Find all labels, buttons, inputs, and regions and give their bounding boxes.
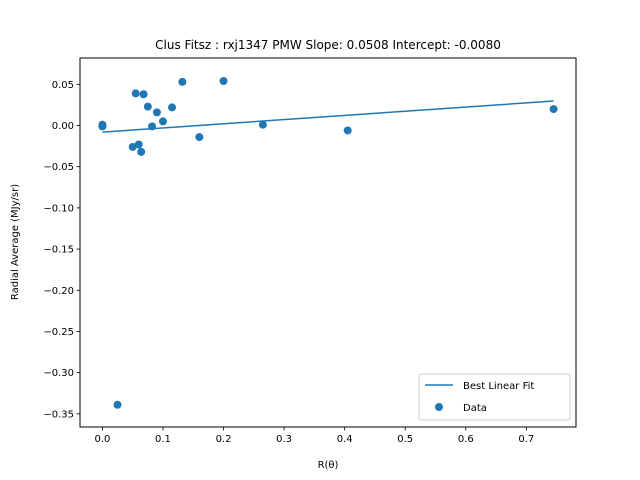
legend-scatter-swatch bbox=[435, 403, 443, 411]
data-point bbox=[168, 103, 177, 112]
data-point bbox=[143, 102, 152, 111]
data-point bbox=[139, 90, 148, 99]
y-tick-label: −0.30 bbox=[43, 368, 74, 379]
data-point bbox=[258, 120, 267, 129]
x-tick-label: 0.1 bbox=[155, 434, 171, 445]
data-point bbox=[158, 117, 167, 126]
chart-title: Clus Fitsz : rxj1347 PMW Slope: 0.0508 I… bbox=[155, 38, 501, 52]
y-tick-label: −0.10 bbox=[43, 203, 74, 214]
data-point bbox=[195, 133, 204, 142]
y-tick-label: −0.35 bbox=[43, 409, 74, 420]
x-tick-label: 0.5 bbox=[397, 434, 413, 445]
x-axis-ticks: 0.0 0.1 0.2 0.3 0.4 0.5 0.6 0.7 bbox=[94, 427, 534, 445]
y-axis-ticks: 0.05 0.00 −0.05 −0.10 −0.15 −0.20 −0.25 −0.30 −0… bbox=[43, 80, 80, 420]
data-point bbox=[219, 77, 228, 86]
y-tick-label: 0.00 bbox=[52, 121, 74, 132]
x-tick-label: 0.7 bbox=[518, 434, 534, 445]
data-point bbox=[343, 126, 352, 135]
y-tick-label: −0.20 bbox=[43, 286, 74, 297]
y-axis-title: Radial Average (MJy/sr) bbox=[10, 184, 21, 300]
data-points-layer bbox=[98, 77, 558, 409]
x-tick-label: 0.3 bbox=[276, 434, 292, 445]
legend-label-data: Data bbox=[463, 403, 487, 414]
y-tick-label: −0.15 bbox=[43, 245, 74, 256]
data-point bbox=[152, 108, 161, 117]
data-point bbox=[98, 121, 107, 130]
data-point bbox=[131, 89, 140, 98]
x-tick-label: 0.4 bbox=[337, 434, 353, 445]
data-point bbox=[137, 147, 146, 156]
data-point bbox=[134, 140, 143, 149]
legend-label-fit: Best Linear Fit bbox=[463, 381, 534, 392]
data-point bbox=[549, 105, 558, 114]
data-point bbox=[148, 122, 157, 131]
y-tick-label: 0.05 bbox=[52, 80, 74, 91]
y-tick-label: −0.05 bbox=[43, 162, 74, 173]
x-axis-title: R(θ) bbox=[318, 460, 339, 471]
x-tick-label: 0.2 bbox=[216, 434, 232, 445]
fit-line-layer bbox=[102, 100, 554, 133]
y-tick-label: −0.25 bbox=[43, 327, 74, 338]
data-point bbox=[178, 77, 187, 86]
data-point bbox=[128, 142, 137, 151]
x-tick-label: 0.0 bbox=[94, 434, 110, 445]
x-tick-label: 0.6 bbox=[458, 434, 474, 445]
data-point bbox=[113, 400, 122, 409]
plot-frame bbox=[79, 57, 577, 428]
best-fit-line bbox=[102, 100, 554, 133]
legend-box bbox=[418, 373, 571, 421]
legend: Best Linear Fit Data bbox=[418, 373, 571, 421]
